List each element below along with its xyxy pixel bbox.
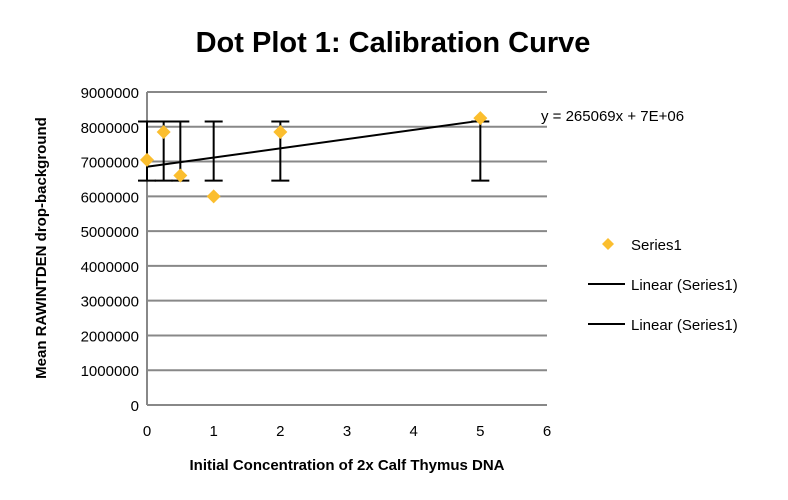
y-tick-label: 2000000 [81,328,139,345]
legend-label: Linear (Series1) [631,317,738,334]
y-tick-label: 0 [131,398,139,415]
y-tick-label: 4000000 [81,259,139,276]
data-point [206,189,221,204]
x-tick-label: 6 [543,423,551,440]
error-bars [138,120,490,182]
data-points [140,111,488,204]
chart-title: Dot Plot 1: Calibration Curve [196,27,591,59]
legend-label: Series1 [631,237,682,254]
legend: Series1 Linear (Series1) Linear (Series1) [588,237,738,334]
data-point [173,168,188,183]
x-axis-label: Initial Concentration of 2x Calf Thymus … [189,457,504,474]
trendline [146,119,481,168]
x-tick-label: 2 [276,423,284,440]
legend-label: Linear (Series1) [631,277,738,294]
y-tick-label: 1000000 [81,363,139,380]
y-tick-label: 8000000 [81,120,139,137]
x-tick-label: 3 [343,423,351,440]
y-tick-label: 9000000 [81,85,139,102]
y-tick-label: 3000000 [81,294,139,311]
y-axis-label: Mean RAWINTDEN drop-background [33,117,50,379]
trendline-line [146,119,481,168]
y-tick-label: 5000000 [81,224,139,241]
data-point [273,124,288,139]
legend-marker-diamond [602,238,614,250]
data-point [473,111,488,126]
x-axis-ticks: 0 1 2 3 4 5 6 [143,423,551,440]
x-tick-label: 0 [143,423,151,440]
x-tick-label: 4 [409,423,417,440]
trendline-equation: y = 265069x + 7E+06 [541,108,684,125]
x-tick-label: 5 [476,423,484,440]
y-tick-label: 6000000 [81,189,139,206]
data-point [140,152,154,167]
data-point [156,124,171,139]
y-axis-ticks: 0 1000000 2000000 3000000 4000000 5000000 6000… [81,85,139,415]
y-tick-label: 7000000 [81,155,139,172]
x-tick-label: 1 [209,423,217,440]
